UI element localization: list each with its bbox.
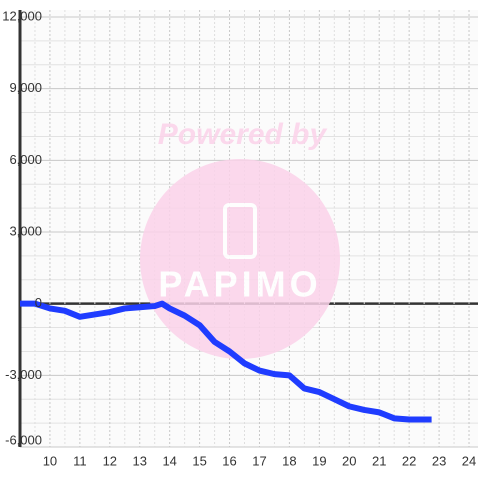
watermark-logo: PAPIMO bbox=[158, 264, 321, 305]
watermark-icon bbox=[223, 203, 257, 259]
y-tick-label: 12,000 bbox=[2, 8, 42, 23]
x-tick-label: 24 bbox=[462, 453, 476, 468]
x-tick-label: 10 bbox=[43, 453, 57, 468]
x-tick-label: 20 bbox=[342, 453, 356, 468]
x-tick-label: 11 bbox=[73, 453, 87, 468]
line bbox=[20, 300, 432, 423]
watermark: Powered by PAPIMO bbox=[140, 118, 340, 359]
x-tick-label: 17 bbox=[252, 453, 266, 468]
y-tick-label: 0 bbox=[35, 295, 42, 310]
x-tick-label: 19 bbox=[312, 453, 326, 468]
x-tick-label: 13 bbox=[133, 453, 147, 468]
x-tick-label: 12 bbox=[103, 453, 117, 468]
x-tick-label: 18 bbox=[282, 453, 296, 468]
y-tick-label: 6,000 bbox=[9, 152, 42, 167]
y-tick-label: -3,000 bbox=[5, 367, 42, 382]
y-tick-label: 9,000 bbox=[9, 80, 42, 95]
labels: -6,000 -3,000 0 3,000 6,000 9,000 12,000 10 11 12… bbox=[2, 8, 476, 468]
x-tick-label: 22 bbox=[402, 453, 416, 468]
marks bbox=[20, 300, 432, 423]
x-tick-label: 14 bbox=[162, 453, 176, 468]
x-tick-label: 21 bbox=[372, 453, 386, 468]
x-tick-label: 15 bbox=[192, 453, 206, 468]
x-tick-label: 23 bbox=[432, 453, 446, 468]
y-tick-label: -6,000 bbox=[5, 432, 42, 447]
y-tick-label: 3,000 bbox=[9, 223, 42, 238]
x-tick-label: 16 bbox=[222, 453, 236, 468]
watermark-text: Powered by bbox=[158, 118, 328, 151]
